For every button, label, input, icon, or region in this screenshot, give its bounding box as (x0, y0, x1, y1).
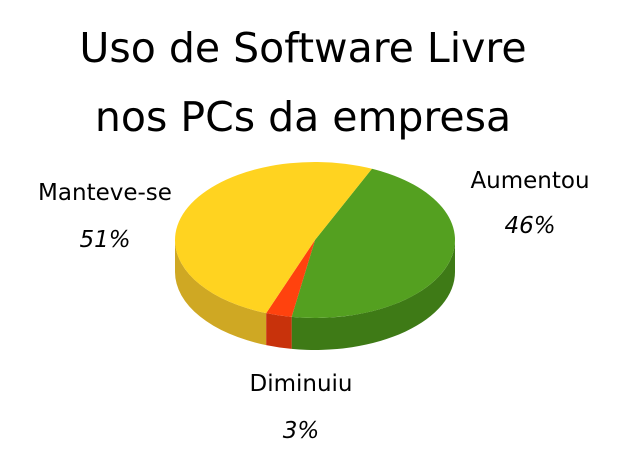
chart-title-line-1: Uso de Software Livre (79, 24, 526, 72)
pie-side-manteve-se (175, 240, 267, 346)
pie-slice-manteve-se (174, 161, 372, 314)
pie-sides (175, 240, 455, 350)
slice-percent-manteve-se: 51% (79, 227, 130, 253)
chart-title: Uso de Software Livre nos PCs da empresa (79, 24, 526, 141)
slice-percent-aumentou: 46% (504, 213, 555, 239)
pie-slice-aumentou (291, 168, 455, 318)
pie-side-diminuiu (266, 313, 292, 349)
pie-tops (174, 161, 455, 318)
pie-labels: Aumentou 46% Diminuiu 3% Manteve-se 51% (38, 168, 590, 444)
slice-name-diminuiu: Diminuiu (249, 371, 352, 397)
slice-name-manteve-se: Manteve-se (38, 180, 172, 206)
slice-name-aumentou: Aumentou (470, 168, 589, 194)
chart-title-line-2: nos PCs da empresa (95, 93, 511, 141)
pie-slice-diminuiu (266, 240, 315, 317)
pie-side-aumentou (291, 240, 455, 350)
slice-percent-diminuiu: 3% (283, 418, 320, 444)
